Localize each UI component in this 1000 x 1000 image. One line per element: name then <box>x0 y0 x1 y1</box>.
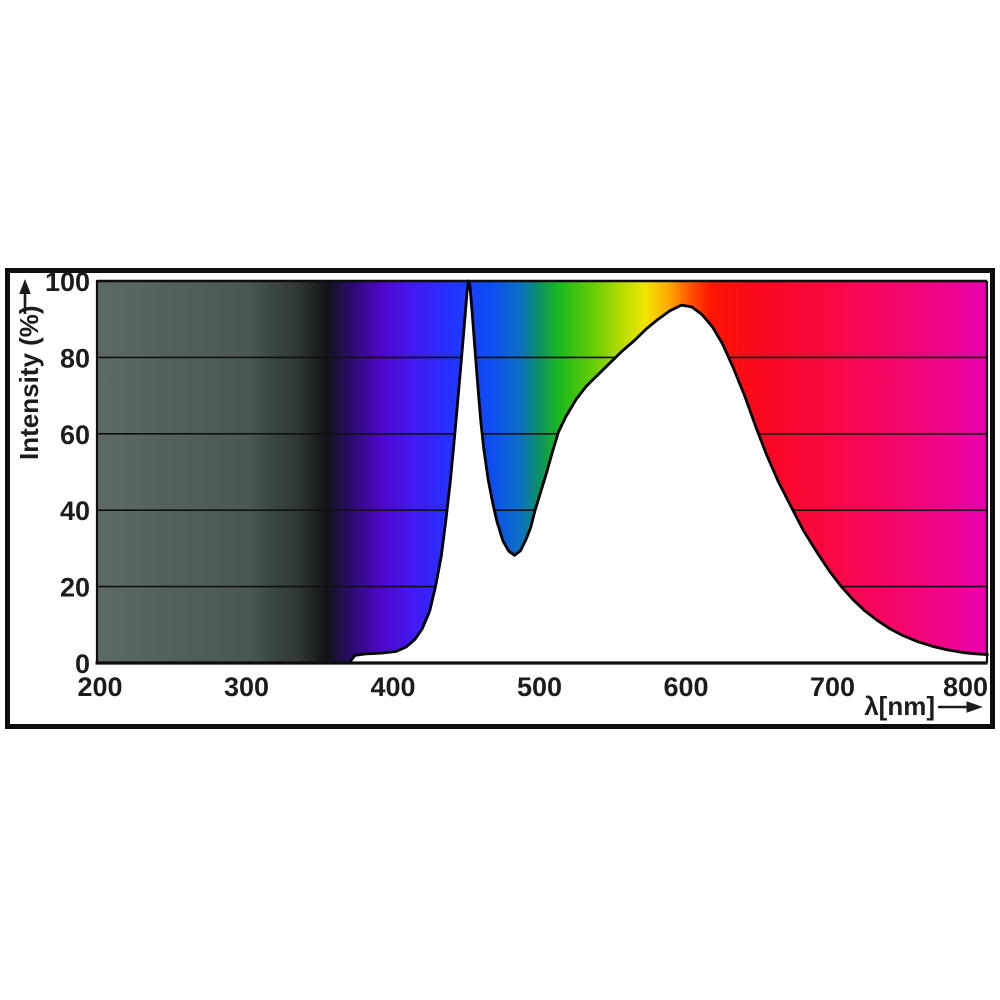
x-axis-arrow-right-icon <box>966 701 983 713</box>
y-axis-arrow-up-icon <box>19 279 31 294</box>
plot-area: 0 20 40 60 80 100 200 300 400 500 600 700 800 <box>45 267 989 702</box>
y-tick-label: 0 <box>75 649 90 679</box>
y-axis-title-group: Intensity (%) <box>14 279 44 460</box>
y-axis-title: Intensity (%) <box>14 305 44 460</box>
x-tick-label: 600 <box>663 672 708 702</box>
y-tick-label: 100 <box>45 268 90 297</box>
x-tick-label: 300 <box>224 672 269 702</box>
y-tick-label: 80 <box>60 343 90 373</box>
x-tick-label: 200 <box>77 672 122 702</box>
x-tick-label: 400 <box>370 672 415 702</box>
spectral-curve <box>95 279 989 665</box>
under-curve-fill <box>97 281 988 663</box>
y-tick-label: 20 <box>60 573 90 603</box>
x-tick-label: 500 <box>517 672 562 702</box>
spectral-chart-figure: 0 20 40 60 80 100 200 300 400 500 600 700 800 Intens… <box>5 267 995 729</box>
x-tick-label: 800 <box>943 672 988 702</box>
x-tick-label: 700 <box>810 672 855 702</box>
spectral-chart: 0 20 40 60 80 100 200 300 400 500 600 700 800 Intens… <box>5 267 995 729</box>
x-axis-title: λ[nm] <box>864 691 935 721</box>
y-tick-label: 40 <box>60 496 90 526</box>
y-tick-label: 60 <box>60 420 90 450</box>
x-axis-title-group: λ[nm] <box>864 691 983 721</box>
